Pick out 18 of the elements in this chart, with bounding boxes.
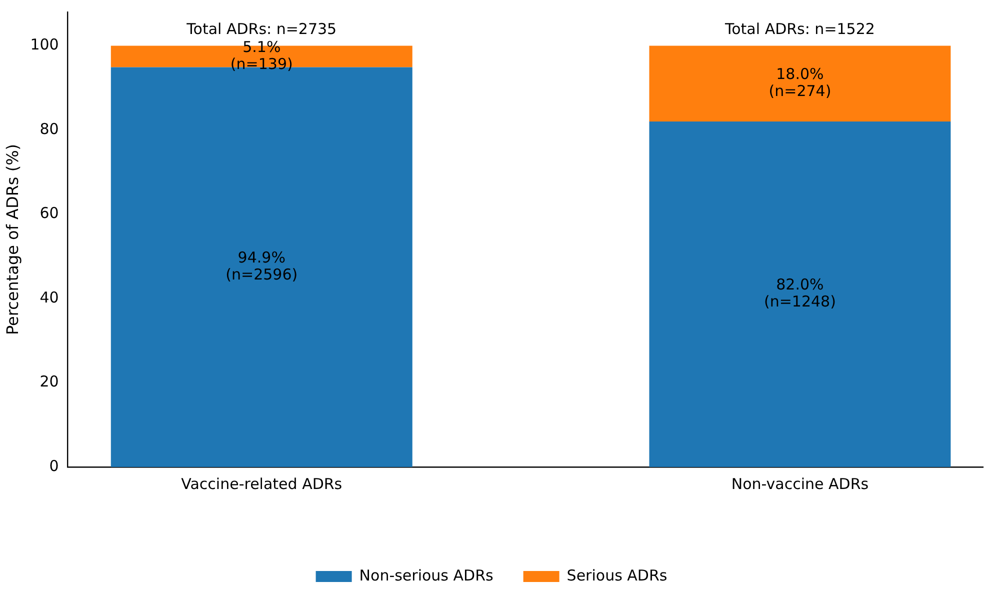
bar bbox=[649, 122, 951, 467]
data-label: 18.0% (n=274) bbox=[768, 65, 832, 100]
y-tick-label: 20 bbox=[40, 372, 59, 391]
data-label: 82.0% (n=1248) bbox=[764, 276, 836, 311]
y-tick-label: 0 bbox=[49, 456, 59, 475]
y-tick-label: 80 bbox=[40, 120, 59, 138]
legend-label: Non-serious ADRs bbox=[359, 566, 494, 584]
y-tick-label: 40 bbox=[40, 288, 59, 306]
x-tick-label: Non-vaccine ADRs bbox=[731, 474, 869, 493]
data-label: 94.9% (n=2596) bbox=[226, 248, 298, 284]
bar bbox=[649, 46, 951, 122]
legend-label: Serious ADRs bbox=[566, 566, 668, 584]
y-tick-label: 100 bbox=[30, 36, 59, 54]
x-tick-label: Vaccine-related ADRs bbox=[181, 474, 342, 493]
y-tick-label: 60 bbox=[40, 204, 59, 222]
y-axis-title: Percentage of ADRs (%) bbox=[2, 144, 22, 336]
annotation: Total ADRs: n=2735 bbox=[186, 20, 337, 38]
annotation: Total ADRs: n=1522 bbox=[724, 20, 875, 38]
